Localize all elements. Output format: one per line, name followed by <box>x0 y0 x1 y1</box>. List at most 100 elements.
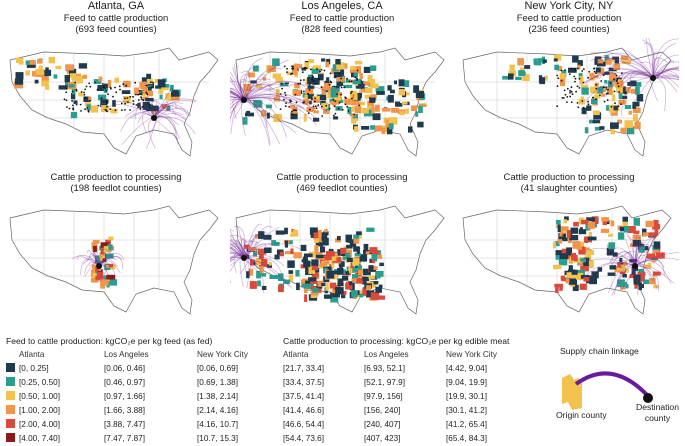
county-dot <box>328 107 331 110</box>
supply-arc <box>153 116 177 134</box>
county <box>572 55 579 63</box>
county <box>351 277 357 282</box>
county <box>615 80 624 88</box>
supply-arc <box>153 113 187 120</box>
county <box>28 60 36 66</box>
county-dot <box>575 90 577 93</box>
county-dot <box>74 81 77 84</box>
county <box>333 116 339 120</box>
legend-value: [1.38, 2.14] <box>197 392 238 401</box>
county <box>597 87 604 93</box>
county <box>578 99 586 105</box>
county <box>339 264 343 270</box>
county <box>257 248 267 255</box>
supply-arc <box>230 91 245 101</box>
supply-arc <box>134 100 155 119</box>
county <box>559 253 568 259</box>
county-dot <box>312 75 314 78</box>
county <box>353 92 358 101</box>
county-dot <box>574 68 576 70</box>
supply-arc <box>153 87 173 119</box>
county <box>90 105 99 113</box>
county-dot <box>561 97 564 99</box>
county <box>363 66 371 73</box>
county <box>301 259 309 263</box>
county-dot <box>115 91 118 94</box>
county <box>398 89 405 96</box>
schematic-origin-label: Origin county <box>556 410 607 420</box>
county-dot <box>281 87 283 90</box>
county <box>102 258 107 263</box>
legend-swatch <box>6 405 15 414</box>
county <box>599 126 605 130</box>
supply-arc <box>243 234 255 259</box>
county-dot <box>101 83 104 85</box>
supply-arc <box>153 116 196 135</box>
supply-arc <box>652 69 679 79</box>
county-dot <box>124 97 126 100</box>
county <box>361 277 367 285</box>
county <box>652 271 661 276</box>
supply-arc <box>230 247 245 259</box>
county <box>97 272 104 280</box>
county-dot <box>311 98 313 101</box>
county <box>92 239 100 244</box>
supply-arc <box>634 260 672 284</box>
supply-arc <box>236 65 245 101</box>
supply-arc <box>590 52 654 79</box>
county-dot <box>135 104 138 106</box>
county <box>355 80 365 89</box>
county-dot <box>593 70 596 73</box>
county <box>137 102 141 108</box>
county-dot <box>80 110 82 112</box>
supply-arc <box>242 240 260 259</box>
county-dot <box>345 97 347 99</box>
county-dot <box>353 113 355 116</box>
supply-arc <box>598 68 654 80</box>
county <box>642 264 652 269</box>
county <box>561 248 570 254</box>
supply-arc <box>151 100 166 119</box>
county <box>345 281 350 286</box>
supply-arc <box>581 261 636 280</box>
county <box>347 236 352 243</box>
supply-arc <box>120 112 155 132</box>
county <box>352 66 361 74</box>
county <box>413 85 419 93</box>
supply-arc <box>230 252 245 259</box>
county <box>53 74 58 79</box>
county <box>614 59 619 65</box>
county-blocks <box>553 216 665 293</box>
county-blocks <box>243 227 386 303</box>
county-dot <box>316 68 318 70</box>
county <box>293 89 301 96</box>
county <box>404 80 410 87</box>
county-dot <box>126 97 129 99</box>
county <box>635 87 640 95</box>
supply-arc <box>230 242 245 259</box>
county <box>632 105 637 109</box>
county <box>554 283 563 288</box>
county-dot <box>323 69 326 72</box>
county-dot <box>308 83 311 86</box>
county-dot <box>105 102 108 105</box>
county <box>410 105 417 112</box>
county <box>574 258 582 263</box>
legend-bin: [2.00, 4.00] <box>6 418 60 432</box>
destination-county-dot <box>643 393 653 403</box>
legend-value: [407, 423] <box>364 434 401 443</box>
supply-arc <box>230 98 245 101</box>
county <box>642 232 649 237</box>
county <box>258 253 264 260</box>
supply-arc <box>230 93 245 101</box>
county <box>353 72 358 77</box>
county-dot <box>291 65 293 68</box>
county-blocks <box>240 58 427 135</box>
county <box>370 292 380 300</box>
county <box>325 283 329 291</box>
county-dot <box>63 98 66 101</box>
legend-bin: [0.25, 0.50] <box>6 376 60 390</box>
supply-arc <box>626 236 637 267</box>
legend-feed-header: Feed to cattle production: kgCO₂e per kg… <box>6 336 213 346</box>
supply-arc <box>606 62 654 79</box>
